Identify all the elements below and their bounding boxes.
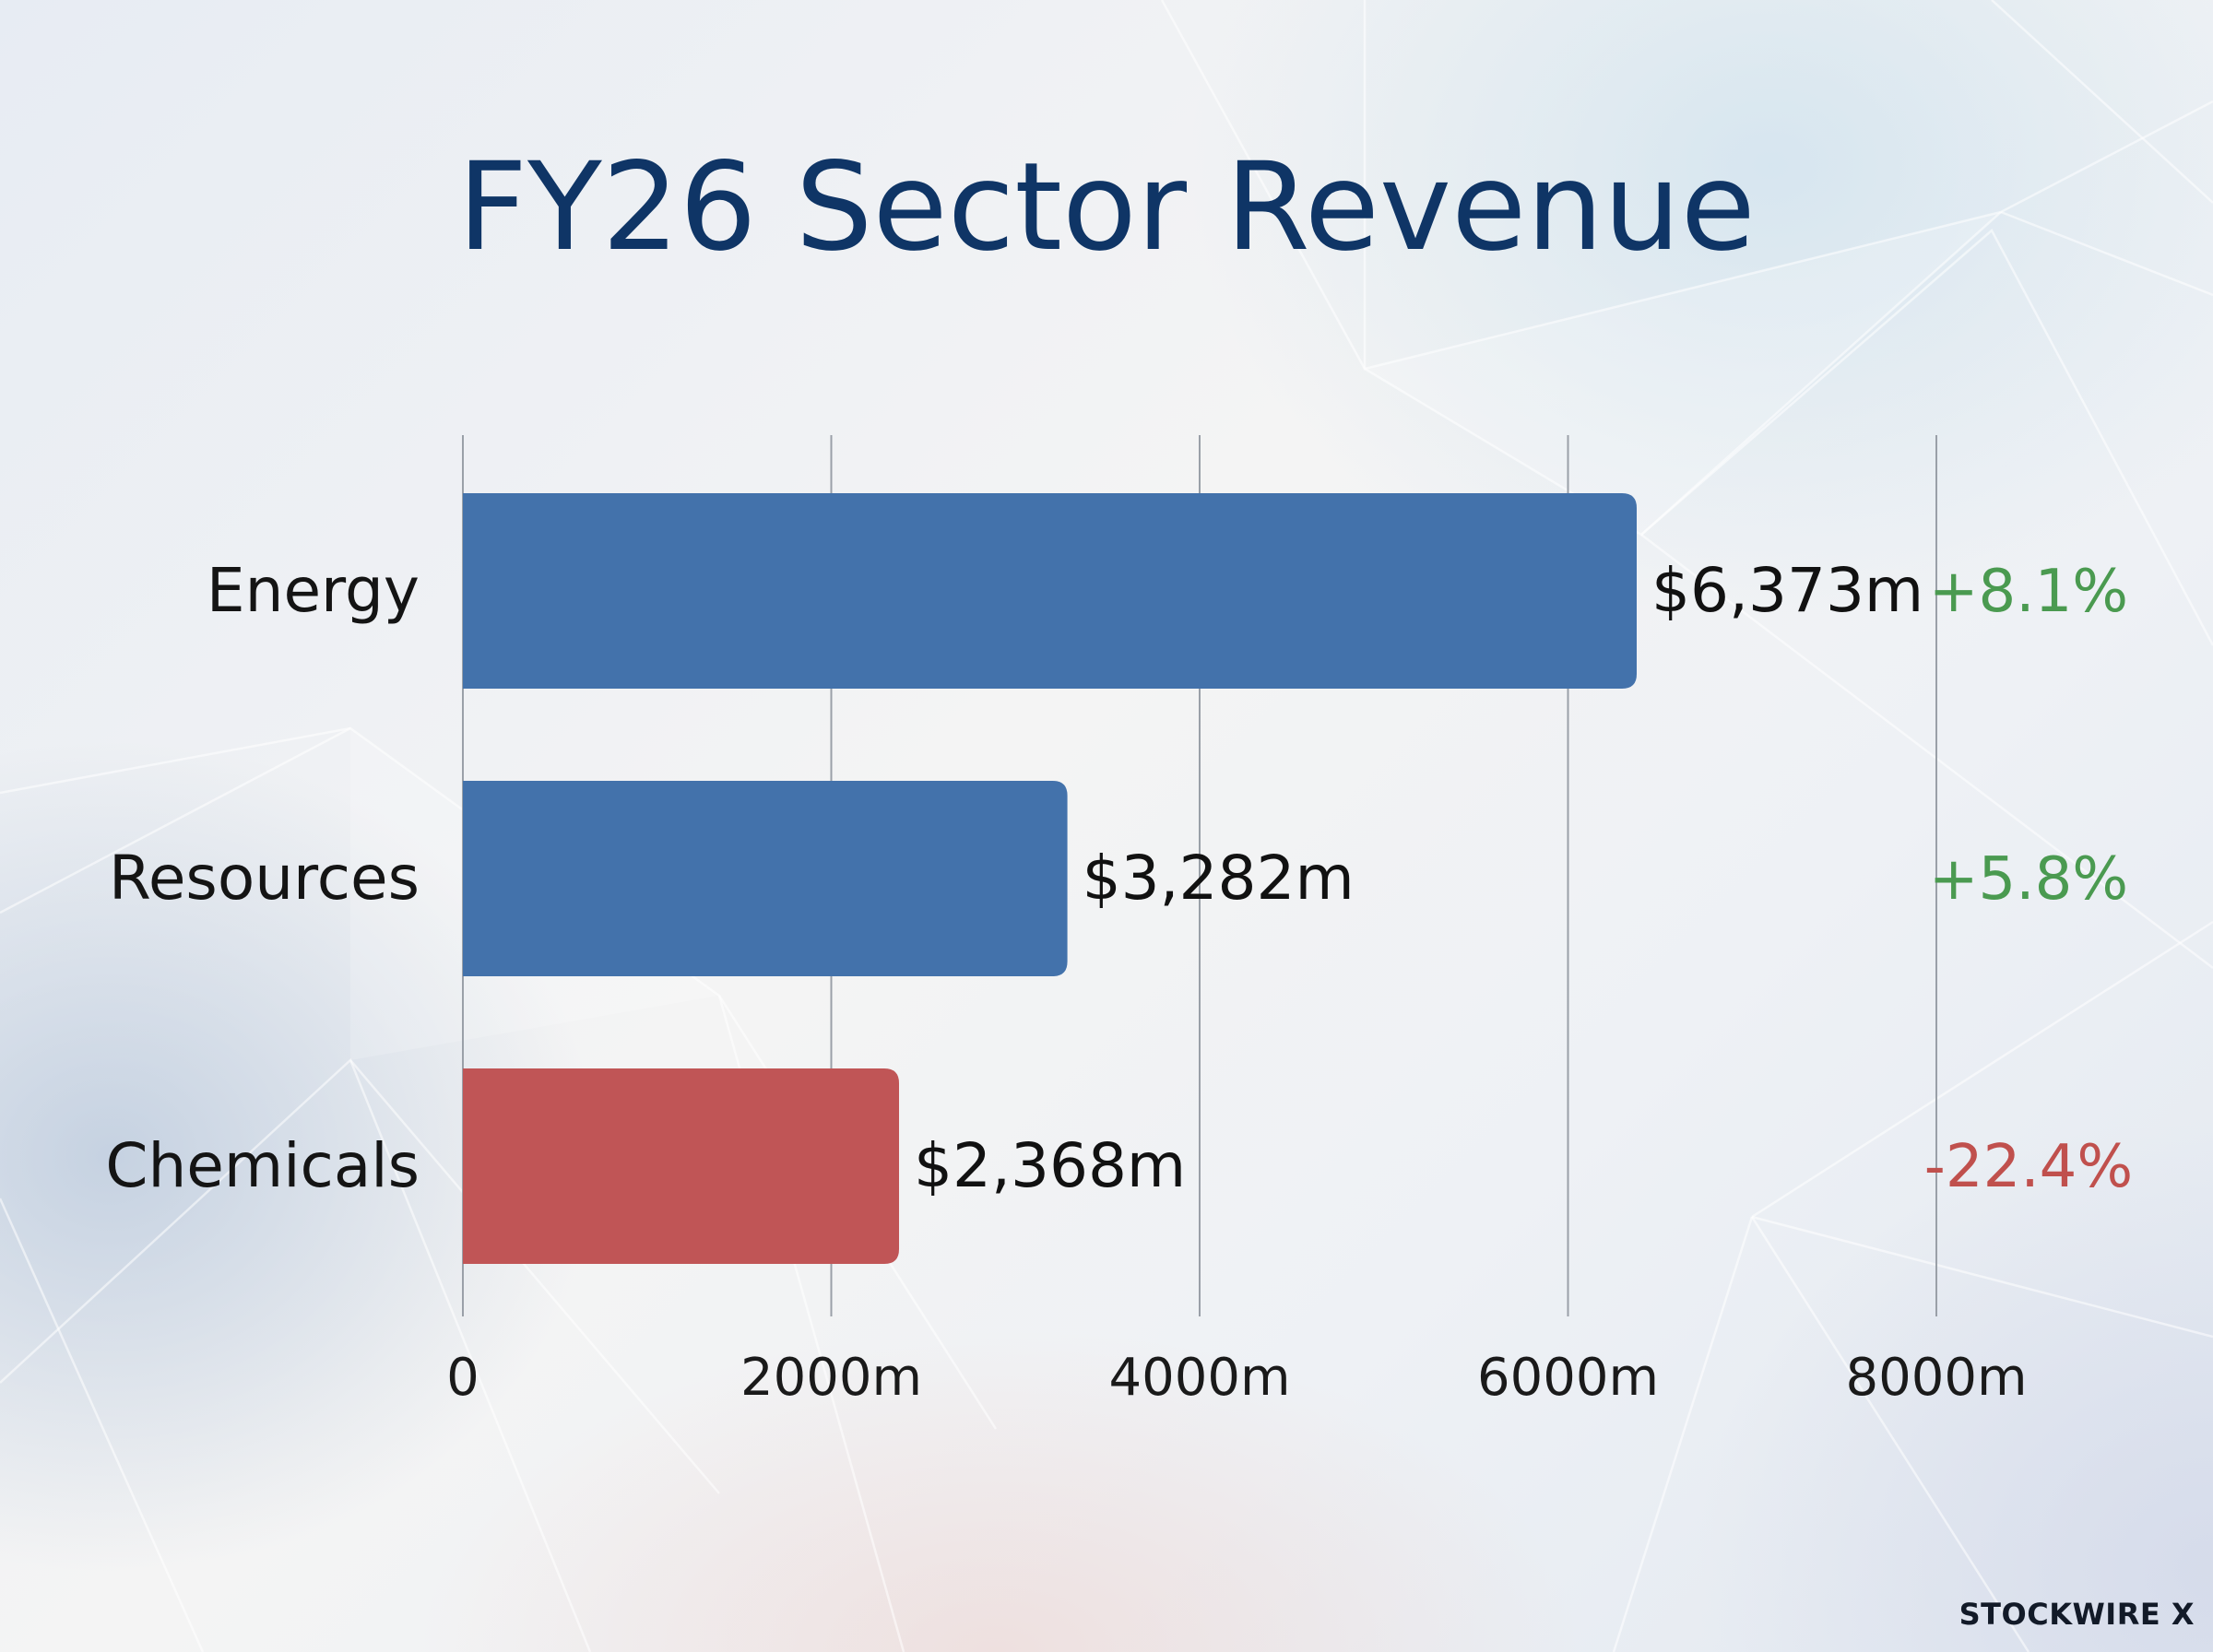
stockwire-logo: STOCKWIRE X <box>1959 1597 2195 1632</box>
x-axis-tick-labels: 0 2000m 4000m 6000m 8000m <box>446 1348 2027 1408</box>
change-label: -22.4% <box>1924 1133 2133 1201</box>
category-label: Energy <box>207 555 420 626</box>
x-tick-label: 2000m <box>740 1348 922 1408</box>
value-label: $3,282m <box>1083 843 1355 914</box>
x-tick-label: 0 <box>446 1348 479 1408</box>
chart-title: FY26 Sector Revenue <box>457 136 1756 278</box>
x-tick-label: 4000m <box>1108 1348 1290 1408</box>
category-label: Resources <box>109 843 420 914</box>
x-tick-label: 6000m <box>1477 1348 1659 1408</box>
bar-resources <box>463 781 1068 976</box>
x-tick-label: 8000m <box>1845 1348 2027 1408</box>
bars <box>463 493 1638 1264</box>
change-label: +5.8% <box>1929 845 2128 914</box>
bar-chemicals <box>463 1068 900 1264</box>
change-labels: +8.1% +5.8% -22.4% <box>1924 558 2133 1201</box>
bar-energy <box>463 493 1638 689</box>
change-label: +8.1% <box>1929 558 2128 626</box>
category-labels: Energy Resources Chemicals <box>105 555 420 1201</box>
value-label: $2,368m <box>914 1130 1186 1201</box>
value-labels: $6,373m $3,282m $2,368m <box>914 555 1923 1201</box>
category-label: Chemicals <box>105 1130 420 1201</box>
value-label: $6,373m <box>1651 555 1923 626</box>
